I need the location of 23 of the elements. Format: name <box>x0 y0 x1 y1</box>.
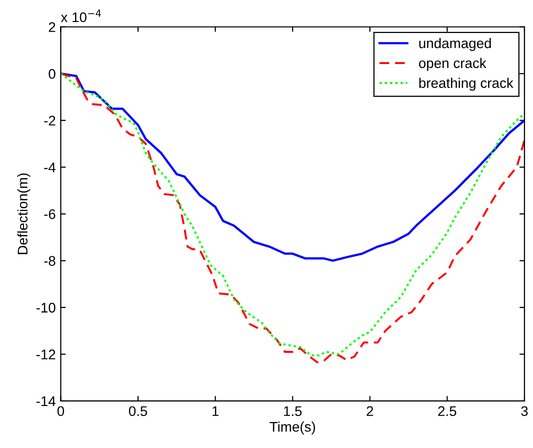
x-tick-label: 2.5 <box>438 406 456 416</box>
y-tick-label: -10 <box>36 302 56 313</box>
text: x 10$^{−4}$ <box>60 10 101 22</box>
legend-label: breathing crack <box>419 78 514 91</box>
legend-label: open crack <box>418 58 486 71</box>
legend-label: undamaged <box>419 38 491 51</box>
y-tick-label: -12 <box>36 350 56 360</box>
y-tick-label: -14 <box>36 396 56 406</box>
x-tick-label: 3 <box>521 406 528 416</box>
x-tick-label: 1.5 <box>284 406 302 416</box>
y-axis-title: Deflection(m) <box>17 173 30 254</box>
x-tick-label: 2 <box>366 406 374 416</box>
x-tick-label: 0.5 <box>128 406 148 416</box>
y-tick-label: 2 <box>48 22 56 32</box>
y-tick-label: -2 <box>44 116 56 126</box>
y-tick-label: 0 <box>48 68 56 79</box>
line-series <box>60 72 524 262</box>
y-tick-label: -8 <box>44 256 56 266</box>
y-tick-label: -4 <box>44 162 56 172</box>
x-tick-label: 0 <box>57 406 64 416</box>
x-axis-title: Time(s) <box>270 422 316 434</box>
x-tick-label: 1 <box>212 406 219 416</box>
y-tick-label: -6 <box>44 209 56 220</box>
